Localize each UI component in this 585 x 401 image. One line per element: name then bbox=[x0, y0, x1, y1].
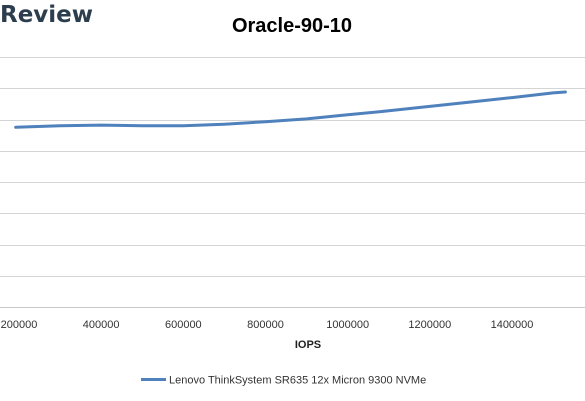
gridlines bbox=[0, 57, 585, 308]
x-tick-label: 600000 bbox=[165, 319, 202, 331]
x-tick-label: 200000 bbox=[1, 319, 38, 331]
chart-title: Oracle-90-10 bbox=[232, 15, 352, 37]
x-tick-label: 1400000 bbox=[491, 319, 534, 331]
legend: Lenovo ThinkSystem SR635 12x Micron 9300… bbox=[141, 375, 426, 387]
x-tick-labels: 200000 400000 600000 800000 1000000 1200000 14… bbox=[1, 319, 534, 331]
x-axis-title: IOPS bbox=[295, 339, 321, 351]
series-line bbox=[14, 90, 567, 129]
x-tick-label: 800000 bbox=[247, 319, 284, 331]
brand-logo-text: Review bbox=[0, 2, 94, 28]
x-tick-label: 1000000 bbox=[326, 319, 369, 331]
x-tick-label: 1200000 bbox=[408, 319, 451, 331]
legend-label: Lenovo ThinkSystem SR635 12x Micron 9300… bbox=[169, 375, 426, 387]
series-lines bbox=[14, 90, 567, 129]
x-tick-label: 400000 bbox=[83, 319, 120, 331]
